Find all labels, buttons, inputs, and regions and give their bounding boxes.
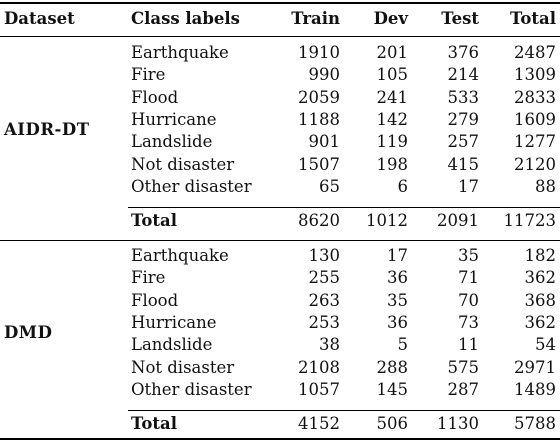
subtotal-rule [128,207,560,208]
cell-class-label: Fire [131,268,166,288]
cell-class-label: Landslide [131,132,213,152]
cell-class-label: Flood [131,87,179,107]
cell-total: 182 [524,246,557,265]
cell-test: 70 [458,290,479,310]
cell-dev: 36 [387,268,408,288]
cell-test: 73 [458,312,479,332]
cell-total: 11723 [503,211,557,230]
cell-train: 253 [308,312,341,332]
cell-total: 88 [535,176,556,196]
cell-test: 575 [447,357,480,377]
cell-total: 362 [524,268,557,288]
cell-test: 11 [458,335,479,355]
header-rule [0,36,560,37]
cell-dev: 17 [387,246,408,265]
cell-dev: 119 [376,132,409,152]
cell-test: 376 [447,43,480,62]
cell-dev: 145 [376,379,409,399]
cell-class-label: Other disaster [131,176,252,196]
dataset-name: DMD [4,323,53,342]
cell-total: 1609 [514,109,556,129]
cell-total: 54 [535,335,556,355]
cell-class-label: Hurricane [131,312,217,332]
cell-test: 35 [458,246,479,265]
top-rule [0,2,560,4]
cell-train: 1507 [298,154,340,174]
cell-dev: 288 [376,357,409,377]
cell-class-label: Not disaster [131,154,235,174]
cell-train: 4152 [298,414,340,433]
cell-train: 901 [308,132,341,152]
cell-test: 257 [447,132,480,152]
cell-test: 17 [458,176,479,196]
cell-test: 2091 [437,211,479,230]
cell-class-label: Flood [131,290,179,310]
cell-class-label: Earthquake [131,43,229,62]
cell-dev: 6 [397,176,409,196]
cell-train: 1188 [298,109,340,129]
group-separator-rule [0,240,560,241]
cell-test: 1130 [437,414,479,433]
cell-class-label: Other disaster [131,379,252,399]
subtotal-rule [128,410,560,411]
cell-total: 362 [524,312,557,332]
cell-test: 214 [447,65,480,85]
cell-dev: 1012 [366,211,408,230]
cell-total: 2971 [514,357,556,377]
cell-train: 255 [308,268,341,288]
cell-dev: 201 [376,43,409,62]
cell-test: 71 [458,268,479,288]
cell-total: 2833 [514,87,556,107]
cell-class-label: Earthquake [131,246,229,265]
cell-total: 5788 [514,414,556,433]
cell-total: 2120 [514,154,556,174]
cell-total: 368 [524,290,557,310]
cell-train: 8620 [298,211,340,230]
cell-train: 1910 [298,43,340,62]
cell-train: 2108 [298,357,340,377]
cell-train: 1057 [298,379,340,399]
header-train: Train [291,9,340,28]
cell-class-label: Landslide [131,335,213,355]
cell-dev: 241 [376,87,409,107]
cell-class-label: Fire [131,65,166,85]
cell-test: 415 [447,154,480,174]
cell-class-label: Hurricane [131,109,217,129]
cell-dev: 198 [376,154,409,174]
cell-dev: 142 [376,109,409,129]
cell-total: 2487 [514,43,556,62]
cell-class-label: Total [131,414,177,433]
cell-train: 38 [319,335,340,355]
cell-test: 287 [447,379,480,399]
dataset-name: AIDR-DT [4,120,90,139]
header-class-labels: Class labels [131,9,240,28]
cell-test: 279 [447,109,480,129]
cell-dev: 35 [387,290,408,310]
cell-train: 990 [308,65,341,85]
header-dataset: Dataset [4,9,75,28]
cell-class-label: Total [131,211,177,230]
header-test: Test [441,9,479,28]
header-dev: Dev [373,9,408,28]
cell-test: 533 [447,87,480,107]
cell-train: 130 [308,246,341,265]
cell-total: 1309 [514,65,556,85]
cell-total: 1489 [514,379,556,399]
cell-dev: 105 [376,65,409,85]
header-total: Total [510,9,556,28]
cell-total: 1277 [514,132,556,152]
bottom-rule [0,438,560,440]
cell-train: 65 [319,176,340,196]
cell-class-label: Not disaster [131,357,235,377]
cell-train: 2059 [298,87,340,107]
cell-dev: 5 [397,335,409,355]
cell-dev: 36 [387,312,408,332]
cell-train: 263 [308,290,341,310]
cell-dev: 506 [376,414,409,433]
